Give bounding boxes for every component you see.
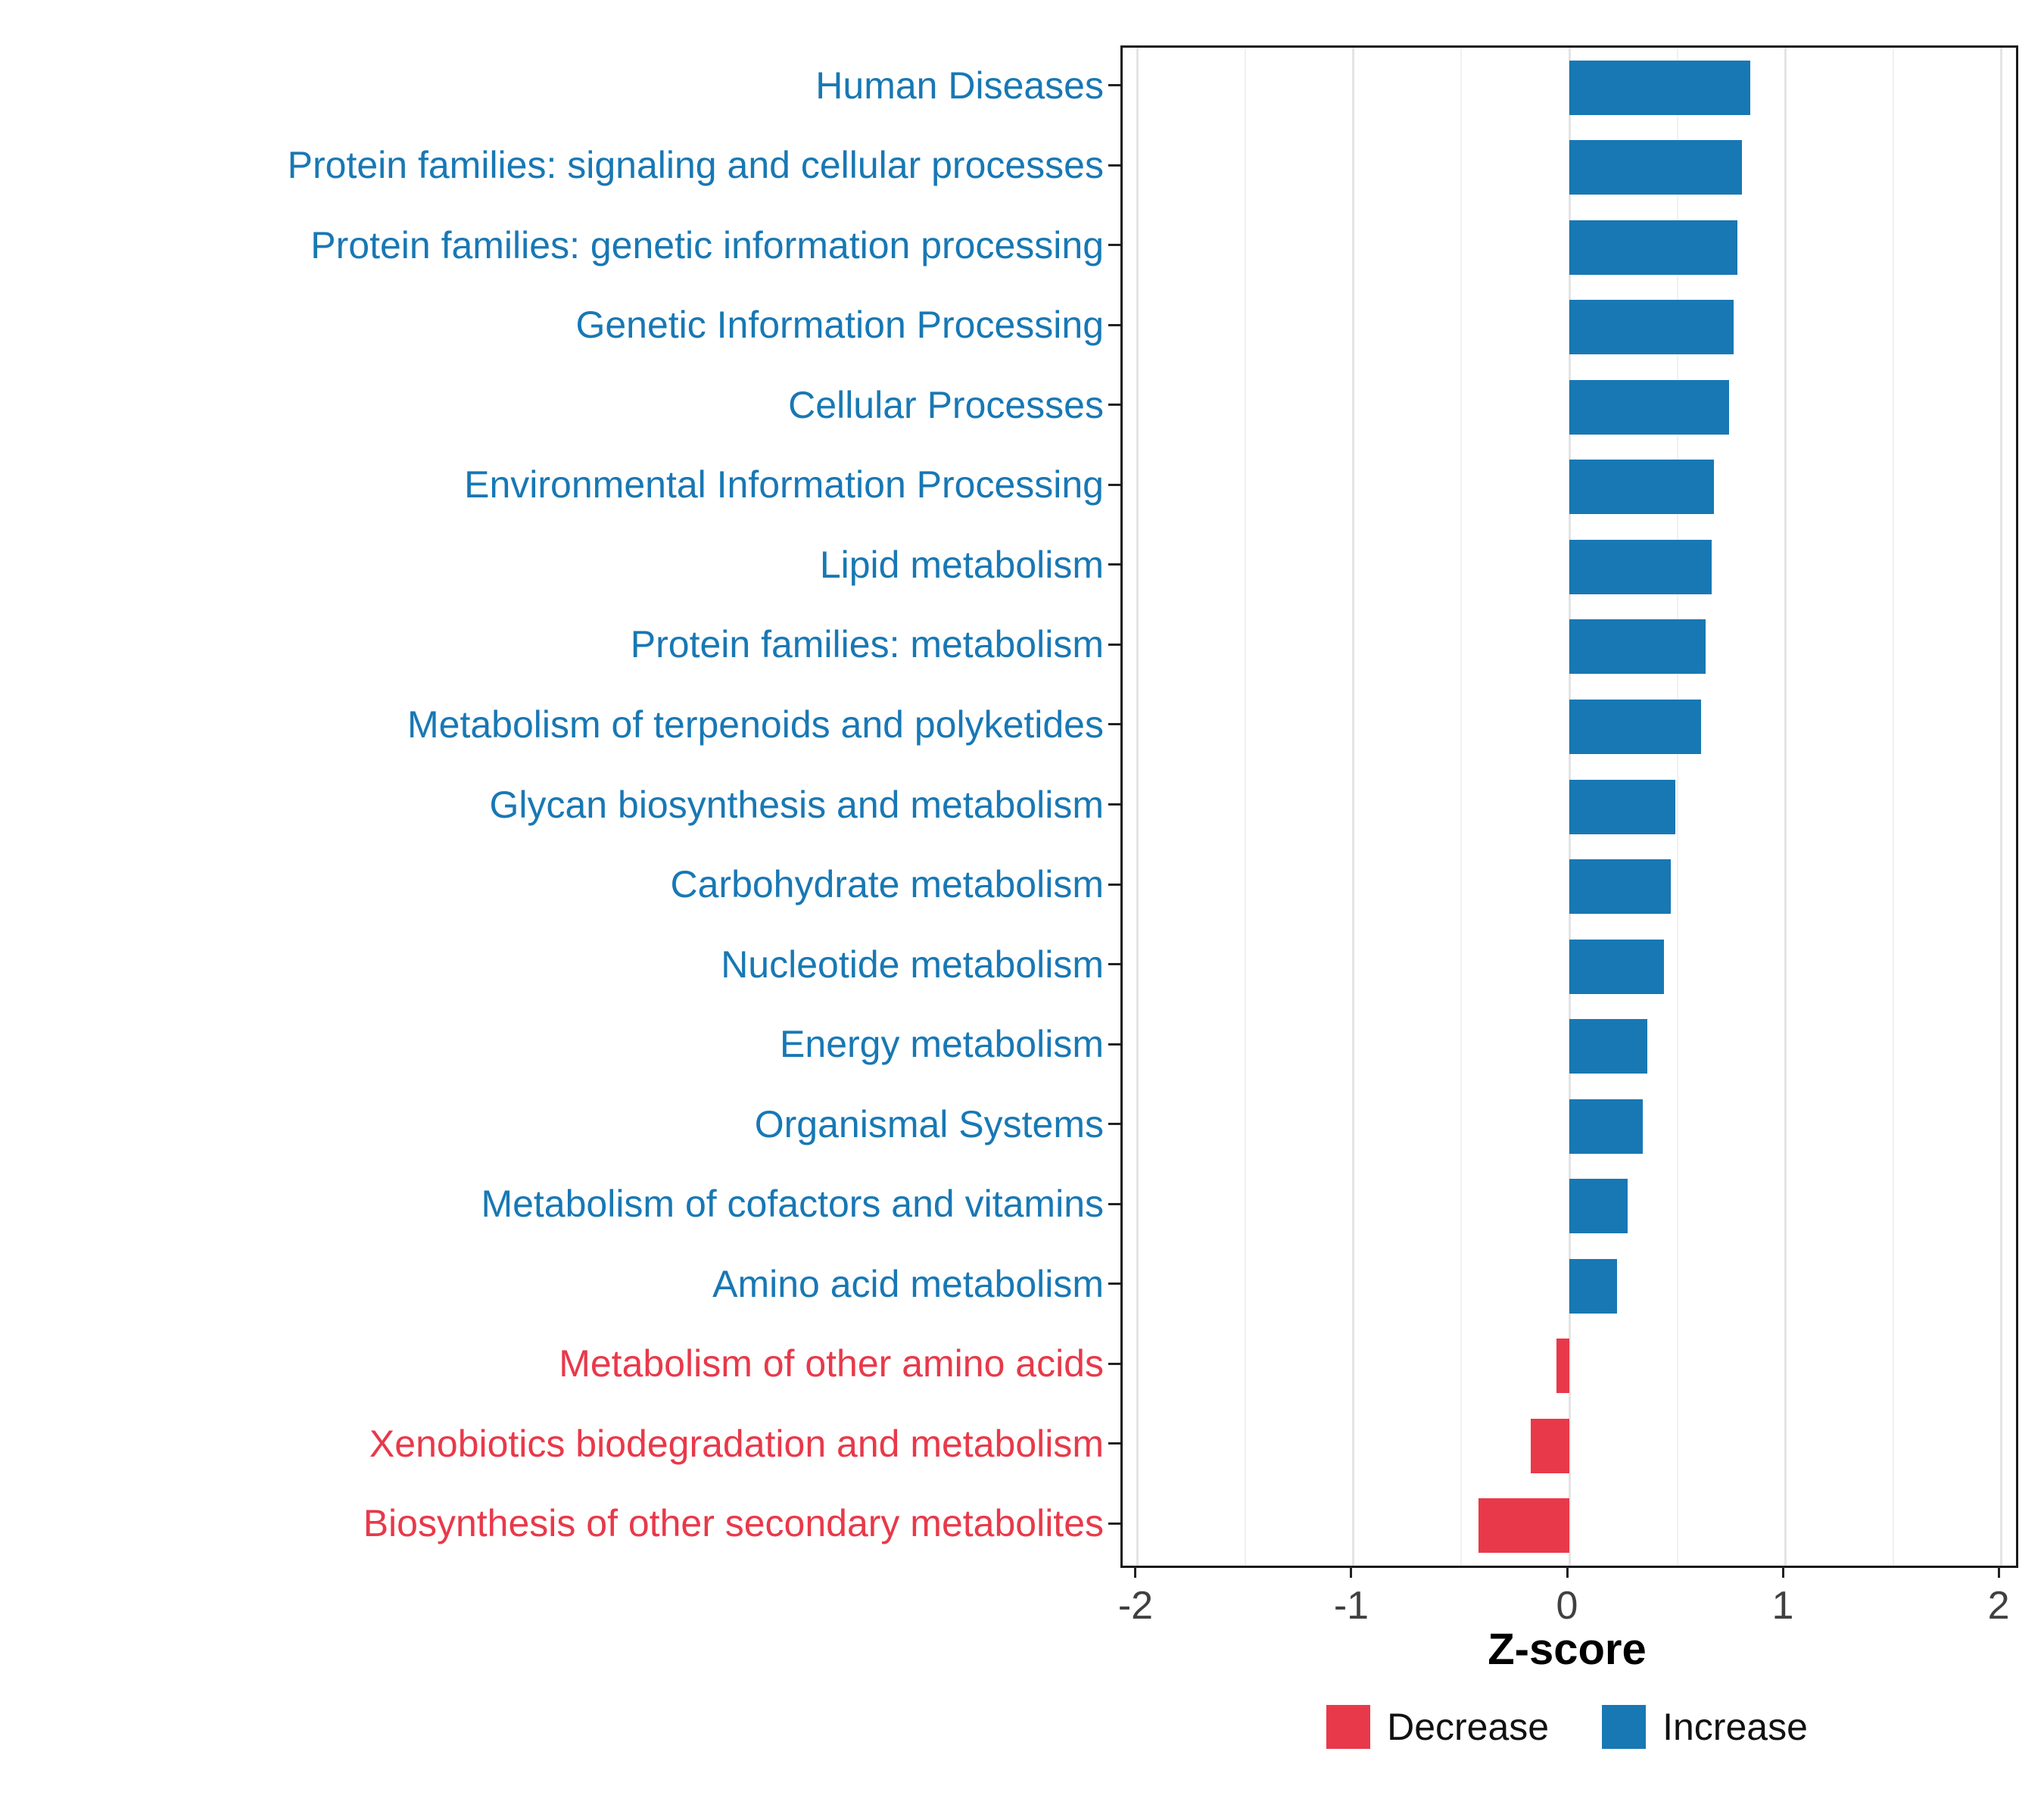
category-label: Cellular Processes	[788, 383, 1104, 426]
bar	[1530, 1418, 1569, 1473]
bar	[1569, 619, 1706, 675]
bar	[1569, 220, 1738, 275]
bar	[1569, 300, 1734, 355]
y-axis-category-labels: Human Diseases Protein families: signalin…	[0, 45, 1104, 1563]
category-label: Protein families: signaling and cellular…	[287, 144, 1104, 187]
bar	[1569, 60, 1751, 115]
x-axis-title: Z-score	[1488, 1625, 1647, 1674]
y-axis-tick	[1108, 84, 1120, 87]
category-label: Organismal Systems	[754, 1102, 1104, 1145]
legend: Decrease Increase	[1120, 1705, 2014, 1749]
legend-label-increase: Increase	[1662, 1706, 1808, 1748]
bar	[1569, 460, 1714, 515]
bar	[1569, 1258, 1617, 1314]
x-axis-tick	[1997, 1566, 2000, 1578]
plot-panel	[1120, 45, 2018, 1568]
category-label: Metabolism of cofactors and vitamins	[481, 1183, 1104, 1226]
increase-swatch-icon	[1602, 1705, 1647, 1749]
y-axis-tick	[1108, 323, 1120, 326]
category-label: Genetic Information Processing	[575, 304, 1104, 347]
category-label: Amino acid metabolism	[712, 1262, 1104, 1305]
category-label: Metabolism of terpenoids and polyketides	[407, 703, 1104, 746]
y-axis-tick	[1108, 1123, 1120, 1126]
x-axis-tick-label: 0	[1556, 1584, 1578, 1628]
x-axis-tick	[1566, 1566, 1569, 1578]
y-axis-tick	[1108, 164, 1120, 167]
y-axis-tick	[1108, 723, 1120, 726]
y-axis-tick	[1108, 1282, 1120, 1286]
bar	[1569, 939, 1665, 994]
bar	[1478, 1498, 1569, 1554]
bar	[1569, 379, 1729, 435]
bar	[1569, 699, 1701, 754]
bar	[1569, 539, 1712, 594]
x-axis-tick	[1350, 1566, 1353, 1578]
category-label: Energy metabolism	[780, 1023, 1104, 1066]
minor-gridline	[1892, 48, 1894, 1566]
category-label: Environmental Information Processing	[464, 463, 1104, 506]
legend-item-decrease: Decrease	[1326, 1705, 1549, 1749]
y-axis-tick	[1108, 883, 1120, 886]
bar	[1569, 1099, 1643, 1154]
y-axis-tick	[1108, 404, 1120, 407]
x-axis-tick	[1134, 1566, 1137, 1578]
y-axis-tick	[1108, 1522, 1120, 1525]
y-axis-tick	[1108, 803, 1120, 806]
minor-gridline	[1460, 48, 1463, 1566]
y-axis-tick	[1108, 963, 1120, 966]
minor-gridline	[1245, 48, 1247, 1566]
category-label: Human Diseases	[815, 64, 1104, 107]
bar	[1569, 779, 1675, 834]
major-gridline	[1999, 48, 2002, 1566]
category-label: Xenobiotics biodegradation and metabolis…	[369, 1422, 1104, 1465]
category-label: Protein families: metabolism	[630, 623, 1104, 666]
bar	[1569, 1019, 1647, 1074]
bar	[1556, 1339, 1569, 1394]
category-label: Biosynthesis of other secondary metaboli…	[363, 1502, 1104, 1545]
major-gridline	[1136, 48, 1139, 1566]
x-axis-tick-label: 2	[1987, 1584, 2010, 1628]
decrease-swatch-icon	[1326, 1705, 1371, 1749]
x-axis-tick-label: -2	[1117, 1584, 1154, 1628]
bar	[1569, 859, 1671, 915]
category-label: Nucleotide metabolism	[721, 943, 1104, 986]
y-axis-tick	[1108, 1442, 1120, 1445]
bar	[1569, 1179, 1628, 1234]
minor-gridline	[1676, 48, 1678, 1566]
y-axis-tick	[1108, 1202, 1120, 1205]
y-axis-tick	[1108, 1043, 1120, 1046]
x-axis-tick-label: 1	[1771, 1584, 1794, 1628]
category-label: Protein families: genetic information pr…	[310, 223, 1104, 266]
legend-item-increase: Increase	[1602, 1705, 1808, 1749]
y-axis-tick	[1108, 244, 1120, 247]
bar	[1569, 140, 1743, 195]
y-axis-tick	[1108, 563, 1120, 566]
legend-label-decrease: Decrease	[1387, 1706, 1550, 1748]
x-axis-tick-label: -1	[1333, 1584, 1369, 1628]
major-gridline	[1784, 48, 1787, 1566]
category-label: Carbohydrate metabolism	[670, 863, 1105, 906]
y-axis-tick	[1108, 643, 1120, 646]
category-label: Metabolism of other amino acids	[559, 1342, 1104, 1385]
category-label: Glycan biosynthesis and metabolism	[489, 783, 1105, 826]
y-axis-tick	[1108, 1362, 1120, 1365]
x-axis-tick	[1781, 1566, 1784, 1578]
major-gridline	[1352, 48, 1355, 1566]
y-axis-tick	[1108, 483, 1120, 486]
category-label: Lipid metabolism	[819, 543, 1104, 586]
